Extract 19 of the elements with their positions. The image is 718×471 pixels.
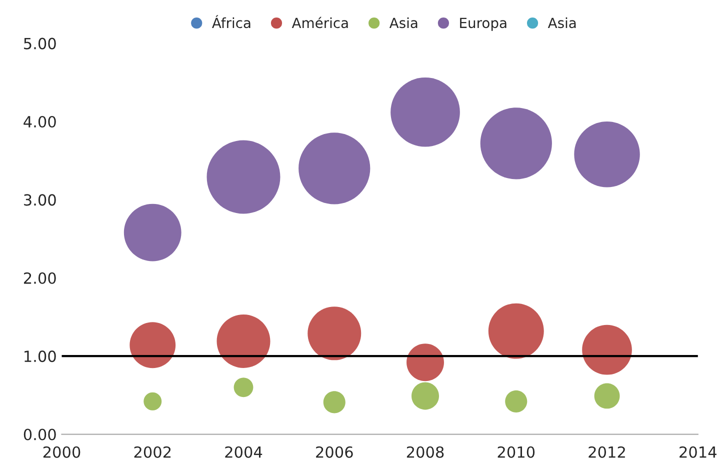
x-tick-label: 2012 xyxy=(588,446,625,458)
x-tick-label: 2008 xyxy=(406,446,444,458)
x-tick-label: 2006 xyxy=(316,446,353,458)
x-tick-label: 2014 xyxy=(680,446,716,458)
x-tick-label: 2002 xyxy=(134,446,171,458)
y-tick-label: 4.00 xyxy=(24,116,56,128)
x-tick-label: 2010 xyxy=(498,446,535,458)
y-tick-label: 3.00 xyxy=(24,194,56,206)
legend-label: América xyxy=(292,16,348,28)
legend-label: África xyxy=(212,15,250,28)
legend-label: Asia xyxy=(389,17,418,28)
legend-label: Asia xyxy=(548,17,576,28)
x-tick-label: 2004 xyxy=(225,446,262,458)
x-tick-label: 2000 xyxy=(43,446,80,458)
y-tick-label: 1.00 xyxy=(24,350,56,362)
y-tick-label: 0.00 xyxy=(24,428,56,440)
legend-label: Europa xyxy=(460,18,506,31)
y-tick-label: 2.00 xyxy=(24,272,56,284)
y-tick-label: 5.00 xyxy=(24,38,56,50)
